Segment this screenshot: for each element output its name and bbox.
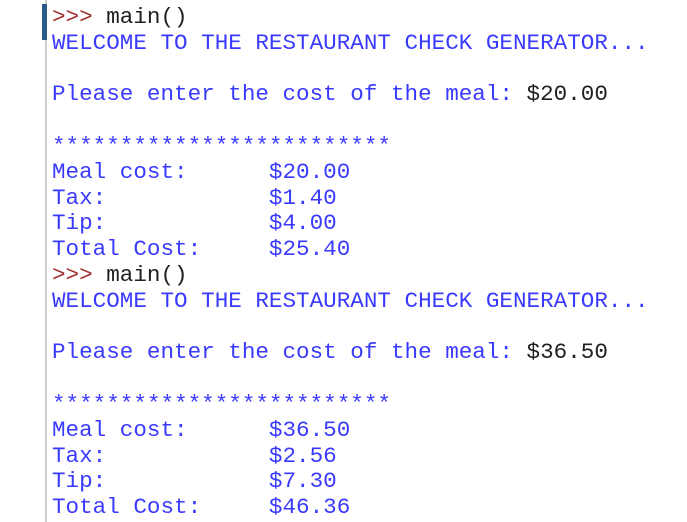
- row-total-cost: Total Cost: $46.36: [52, 494, 649, 521]
- input-line: Please enter the cost of the meal: $36.5…: [52, 339, 649, 366]
- input-prompt: Please enter the cost of the meal:: [52, 81, 527, 108]
- row-tip: Tip: $7.30: [52, 468, 649, 495]
- row-tip: Tip: $4.00: [52, 210, 649, 237]
- row-value: $2.56: [268, 442, 337, 469]
- current-line-marker: [42, 4, 47, 40]
- welcome-message: WELCOME TO THE RESTAURANT CHECK GENERATO…: [52, 287, 649, 314]
- blank-line: [52, 57, 649, 83]
- input-value: $20.00: [526, 81, 608, 108]
- row-value: $36.50: [268, 416, 351, 443]
- row-total-cost: Total Cost: $25.40: [52, 236, 649, 263]
- blank-line: [52, 366, 649, 392]
- row-value: $46.36: [268, 494, 351, 521]
- row-value: $25.40: [268, 236, 351, 263]
- shell-prompt: >>>: [52, 261, 93, 288]
- row-label: Meal cost:: [52, 158, 188, 185]
- input-line: Please enter the cost of the meal: $20.0…: [52, 81, 649, 108]
- row-label: Tax:: [52, 442, 107, 469]
- input-value: $36.50: [526, 339, 608, 366]
- separator: *************************: [52, 390, 391, 417]
- separator: *************************: [52, 132, 391, 159]
- row-label: Meal cost:: [52, 416, 188, 443]
- shell-gutter: [45, 0, 47, 522]
- command-line: >>> main(): [52, 4, 649, 31]
- shell-prompt: >>>: [52, 4, 93, 30]
- row-tax: Tax: $1.40: [52, 184, 649, 212]
- command-text: main(): [106, 261, 188, 288]
- row-tax: Tax: $2.56: [52, 442, 649, 470]
- command-text: main(): [106, 4, 188, 30]
- row-label: Tip:: [52, 210, 107, 237]
- blank-line: [52, 108, 649, 134]
- python-shell-output[interactable]: >>> main() WELCOME TO THE RESTAURANT CHE…: [52, 4, 649, 521]
- row-value: $1.40: [268, 184, 337, 211]
- command-line: >>> main(): [52, 261, 649, 289]
- row-meal-cost: Meal cost: $20.00: [52, 158, 649, 186]
- blank-line: [52, 315, 649, 341]
- row-label: Tax:: [52, 184, 107, 211]
- row-label: Total Cost:: [52, 494, 202, 521]
- row-meal-cost: Meal cost: $36.50: [52, 416, 649, 444]
- row-value: $20.00: [268, 158, 351, 185]
- row-label: Tip:: [52, 468, 107, 495]
- input-prompt: Please enter the cost of the meal:: [52, 339, 527, 366]
- row-value: $7.30: [268, 468, 337, 495]
- row-label: Total Cost:: [52, 236, 202, 263]
- welcome-message: WELCOME TO THE RESTAURANT CHECK GENERATO…: [52, 29, 649, 56]
- row-value: $4.00: [268, 210, 337, 237]
